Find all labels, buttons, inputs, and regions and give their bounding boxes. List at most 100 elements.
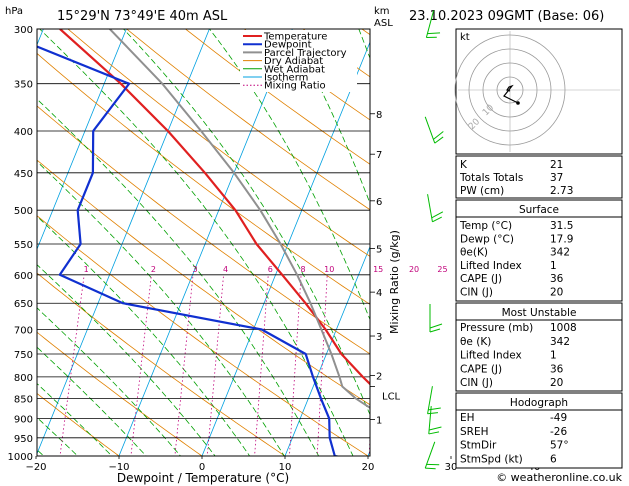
wind-barb-staff bbox=[424, 441, 436, 469]
surface-row-value: 1 bbox=[550, 260, 557, 272]
wet-adiabat-line bbox=[37, 98, 320, 456]
surface-row-label: CAPE (J) bbox=[460, 273, 502, 285]
wet-adiabat-line bbox=[288, 29, 370, 205]
wet-adiabat-line bbox=[209, 29, 370, 321]
mixing-ratio-lines bbox=[59, 274, 440, 473]
dry-adiabat-line bbox=[37, 105, 370, 355]
mixing-ratio-label: 4 bbox=[223, 265, 228, 274]
hodograph-frame bbox=[455, 28, 623, 155]
pressure-tick-label: 400 bbox=[14, 127, 33, 138]
mixing-ratio-label: 1 bbox=[84, 265, 89, 274]
surface-title: Surface bbox=[519, 204, 559, 216]
wet-adiabat-line bbox=[37, 383, 113, 456]
mixing-ratio-line bbox=[206, 274, 224, 456]
most-unstable-title: Most Unstable bbox=[502, 307, 577, 319]
temperature-tick-label: −20 bbox=[25, 462, 46, 473]
pressure-tick-labels: 300 350 400 450 500 550 600 650 700 750 800 850 900 9… bbox=[8, 25, 33, 463]
wind-barb-flag bbox=[431, 211, 444, 219]
mixing-ratio-label: 8 bbox=[301, 265, 306, 274]
isotherm-line bbox=[37, 29, 127, 251]
most-unstable-row-label: Pressure (mb) bbox=[460, 322, 533, 334]
hodograph-table-row-label: StmDir bbox=[460, 440, 497, 452]
dewpoint-line bbox=[37, 45, 341, 456]
mixing-ratio-line bbox=[59, 274, 85, 456]
wind-barb-flag bbox=[433, 131, 444, 140]
mixing-ratio-label: 10 bbox=[324, 265, 334, 274]
temperature-tick-label: −10 bbox=[108, 462, 129, 473]
dry-adiabat-line bbox=[37, 331, 203, 456]
wind-barb bbox=[425, 10, 441, 39]
most-unstable-box bbox=[455, 302, 623, 392]
indices-row-value: 37 bbox=[550, 172, 563, 184]
wind-barb-flag bbox=[428, 407, 441, 411]
dry-adiabat-line bbox=[126, 29, 370, 211]
surface-row-label: Lifted Index bbox=[460, 260, 522, 272]
dry-adiabat-line bbox=[37, 272, 286, 456]
wind-barb bbox=[429, 304, 443, 333]
surface-row-value: 17.9 bbox=[550, 233, 573, 245]
location-title: 15°29'N 73°49'E 40m ASL bbox=[57, 9, 228, 24]
most-unstable-row-label: CIN (J) bbox=[460, 377, 493, 389]
mixing-ratio-label: 15 bbox=[373, 265, 383, 274]
hodograph-table-row-value: -26 bbox=[550, 426, 567, 438]
wind-barb-flag bbox=[429, 323, 443, 329]
height-tick-label: 1 bbox=[376, 415, 382, 426]
legend-entry: Temperature bbox=[263, 32, 327, 43]
mixing-ratio-label: 3 bbox=[192, 265, 197, 274]
wind-barb-flag bbox=[427, 412, 438, 415]
height-tick-label: 2 bbox=[376, 372, 382, 383]
indices-row-value: 2.73 bbox=[550, 185, 573, 197]
legend-entry: Parcel Trajectory bbox=[264, 48, 347, 59]
wind-barb bbox=[428, 406, 442, 435]
wet-adiabat-line bbox=[37, 417, 79, 456]
surface-row-value: 20 bbox=[550, 287, 563, 299]
mixing-ratio-line bbox=[174, 274, 194, 456]
pressure-tick-label: 700 bbox=[14, 326, 33, 337]
dry-adiabat-line bbox=[37, 52, 370, 305]
wet-adiabat-lines bbox=[37, 29, 370, 456]
dry-adiabat-line bbox=[37, 159, 370, 406]
dry-adiabat-line bbox=[37, 392, 120, 456]
hodograph: kt 10 20 bbox=[454, 28, 623, 155]
mixing-ratio-label: 20 bbox=[409, 265, 419, 274]
mixing-ratio-line bbox=[316, 274, 328, 456]
height-tick-label: 6 bbox=[376, 197, 382, 208]
pressure-tick-label: 900 bbox=[14, 415, 33, 426]
footer-credit: © weatheronline.co.uk bbox=[496, 471, 622, 484]
hodograph-table-row-label: EH bbox=[460, 412, 475, 424]
pressure-tick-label: 450 bbox=[14, 169, 33, 180]
pressure-tick-label: 550 bbox=[14, 240, 33, 251]
wind-barb-flag bbox=[426, 36, 437, 39]
wet-adiabat-line bbox=[37, 161, 285, 456]
wind-barb-staff bbox=[428, 406, 432, 434]
indices-row-label: K bbox=[460, 159, 468, 171]
legend-entry: Mixing Ratio bbox=[264, 81, 326, 92]
wind-barbs bbox=[424, 10, 444, 470]
pressure-tick-label: 950 bbox=[14, 434, 33, 445]
mixing-ratio-line bbox=[437, 275, 440, 473]
wet-adiabat-line bbox=[37, 215, 251, 456]
pressure-tick-label: 850 bbox=[14, 394, 33, 405]
wind-barb-staff bbox=[427, 194, 433, 222]
indices-row-label: Totals Totals bbox=[459, 172, 523, 184]
mixing-ratio-label: 6 bbox=[268, 265, 273, 274]
indices-row-label: PW (cm) bbox=[460, 185, 504, 197]
isobar-lines bbox=[37, 28, 370, 457]
dry-adiabat-line bbox=[37, 215, 369, 456]
wind-barb-flag bbox=[427, 32, 441, 35]
isotherm-line bbox=[284, 245, 370, 456]
hodograph-table-row-value: 57° bbox=[550, 440, 569, 452]
wind-barb-flag bbox=[432, 216, 442, 223]
hodograph-table-row-label: SREH bbox=[460, 426, 489, 438]
hpa-label: hPa bbox=[5, 6, 23, 17]
wind-barb bbox=[427, 194, 444, 223]
most-unstable-row-value: 20 bbox=[550, 377, 563, 389]
surface-row-label: θe(K) bbox=[460, 247, 488, 259]
indices-box bbox=[455, 155, 623, 199]
height-tick-label: 3 bbox=[376, 332, 382, 343]
hodograph-storm-point bbox=[516, 101, 520, 105]
mixing-ratio-axis-label: Mixing Ratio (g/kg) bbox=[388, 230, 401, 334]
mixing-ratio-line bbox=[254, 274, 269, 456]
